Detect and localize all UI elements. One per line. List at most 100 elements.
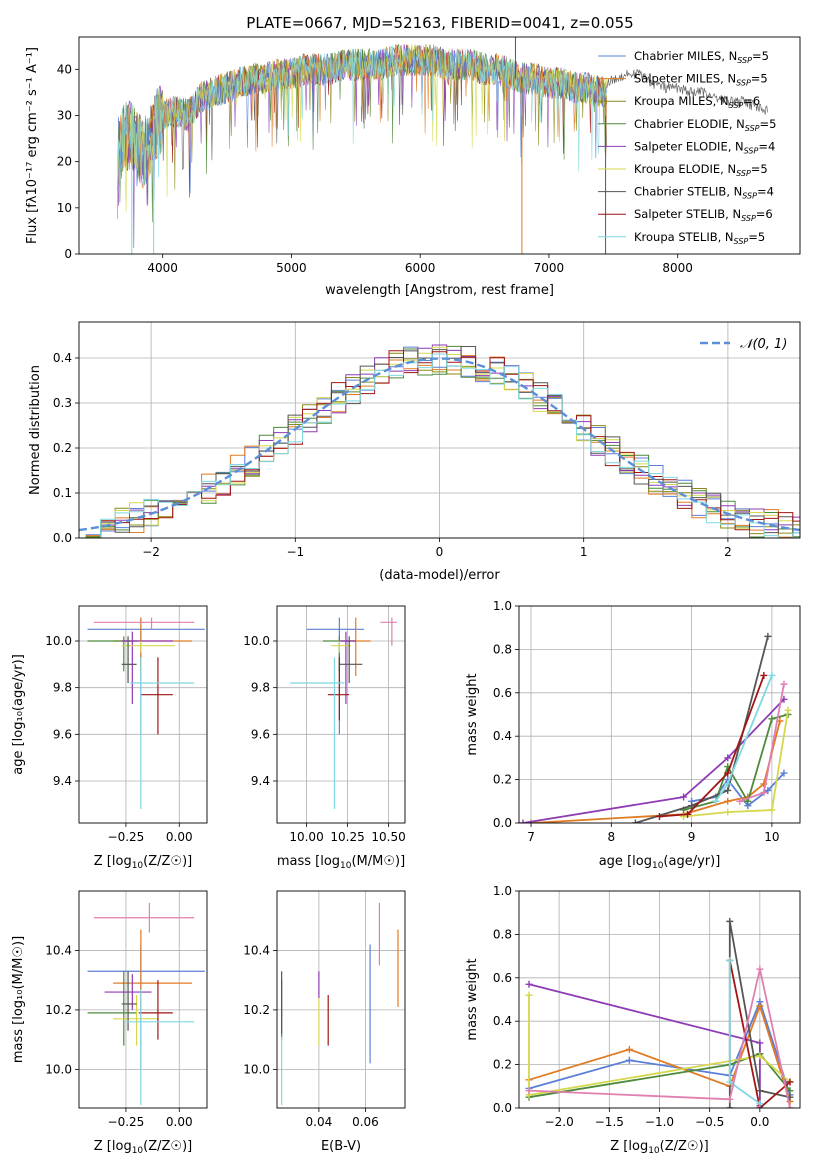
x-tick-label: 4000 [147, 261, 178, 275]
weight-marker [625, 1045, 633, 1053]
weight-marker [726, 1104, 734, 1108]
axes-frame [78, 36, 801, 255]
x-axis-label: mass [log10(M/M☉)] [277, 854, 405, 871]
weight-series-line [728, 960, 791, 1108]
y-tick-label: 1.0 [493, 884, 512, 898]
weight-marker [784, 706, 792, 714]
weight-marker [724, 797, 732, 805]
y-tick-label: 0.1 [53, 486, 72, 500]
y-tick-label: 0.4 [493, 729, 512, 743]
legend-label: Salpeter ELODIE, NSSP=4 [634, 139, 775, 155]
x-tick-label: 8000 [662, 261, 693, 275]
axes-frame [78, 605, 208, 824]
y-tick-label: 10.2 [243, 1003, 270, 1017]
mass-vs-metallicity-panel: −0.25 0.00 10.0 10.2 10.4 Z [log10(Z/Z☉)] mass… [11, 890, 208, 1156]
weight-marker [764, 632, 772, 640]
y-tick-label: 10.0 [45, 1062, 72, 1076]
x-tick-label: 2 [724, 545, 732, 559]
weight-marker [760, 671, 768, 679]
y-tick-label: 0.2 [493, 1058, 512, 1072]
x-tick-label: −1.0 [645, 1115, 674, 1129]
weight-marker [756, 1052, 764, 1060]
x-tick-label: 0.00 [166, 830, 193, 844]
y-tick-label: 0.6 [493, 686, 512, 700]
spectrum-panel: 4000 5000 6000 7000 8000 0 10 20 30 40 Flux [fλ10⁻… [25, 36, 801, 298]
weight-marker [712, 797, 720, 805]
y-tick-label: 30 [57, 108, 72, 122]
weight-marker [786, 1078, 794, 1086]
age-vs-mass-panel: 10.00 10.25 10.50 9.4 9.6 9.8 10.0 mass [log10(… [243, 605, 406, 871]
weight-marker [780, 680, 788, 688]
x-tick-label: −1 [286, 545, 304, 559]
legend-label: Kroupa STELIB, NSSP=5 [634, 230, 765, 246]
weight-marker [756, 1087, 764, 1095]
weight-marker [724, 769, 732, 777]
plot-area [519, 632, 792, 823]
weight-marker [656, 812, 663, 820]
y-tick-label: 10.0 [243, 1062, 270, 1076]
weight-vs-metallicity-panel: −2.0 −1.5 −1.0 −0.5 0.0 0.0 0.2 0.4 0.6 0.8 1.0 mas… [465, 884, 801, 1156]
weight-marker [736, 797, 744, 805]
x-tick-label: −0.5 [695, 1115, 724, 1129]
y-tick-label: 9.4 [251, 774, 270, 788]
x-tick-label: 0 [436, 545, 444, 559]
weight-marker [625, 1056, 633, 1064]
weight-marker [768, 806, 776, 814]
weight-marker [786, 1087, 794, 1095]
x-tick-label: 10.00 [289, 830, 323, 844]
weight-vs-age-panel: 7 8 9 10 0.0 0.2 0.4 0.6 0.8 1.0 mass weight age [l… [465, 599, 801, 871]
weight-marker [525, 980, 533, 988]
weight-series-line [683, 710, 789, 818]
normal-curve [79, 357, 800, 532]
y-tick-label: 0.2 [493, 773, 512, 787]
x-tick-label: 0.0 [750, 1115, 769, 1129]
weight-marker [724, 780, 732, 788]
weight-marker [726, 956, 734, 964]
y-tick-label: 0.8 [493, 927, 512, 941]
y-axis-label: age [log₁₀(age/yr)] [11, 654, 26, 775]
x-tick-label: −2.0 [545, 1115, 574, 1129]
weight-marker [756, 1039, 764, 1047]
y-tick-label: 0.0 [53, 531, 72, 545]
weight-marker [726, 1095, 734, 1103]
x-tick-label: 5000 [276, 261, 307, 275]
y-tick-label: 10.0 [243, 634, 270, 648]
x-axis-label: (data-model)/error [379, 568, 500, 583]
weight-marker [680, 793, 688, 801]
histogram-series [79, 350, 800, 538]
x-tick-label: −0.25 [108, 1115, 145, 1129]
x-tick-label: 7 [527, 830, 535, 844]
x-axis-label: Z [log10(Z/Z☉)] [94, 854, 192, 871]
weight-marker [631, 819, 639, 823]
x-tick-label: 0.06 [352, 1115, 379, 1129]
weight-marker [768, 715, 776, 723]
weight-series-line [659, 675, 765, 818]
weight-marker [764, 786, 772, 794]
y-tick-label: 0.0 [493, 1101, 512, 1115]
legend-label: Chabrier STELIB, NSSP=4 [634, 185, 774, 201]
x-axis-label: E(B-V) [321, 1139, 361, 1154]
weight-series-line [528, 995, 791, 1097]
x-tick-label: 8 [608, 830, 616, 844]
axes-frame [78, 321, 801, 539]
y-tick-label: 0.3 [53, 396, 72, 410]
axes-frame [518, 605, 801, 824]
legend-label: Kroupa ELODIE, NSSP=5 [634, 162, 768, 178]
axes-frame [276, 890, 406, 1109]
y-tick-label: 10 [57, 201, 72, 215]
weight-marker [768, 671, 776, 679]
y-axis-label: Flux [fλ10⁻¹⁷ erg cm⁻² s⁻¹ A⁻¹] [25, 47, 40, 244]
x-tick-label: −1.5 [595, 1115, 624, 1129]
y-tick-label: 9.4 [53, 774, 72, 788]
axes-frame [276, 605, 406, 824]
plot-area [79, 344, 800, 538]
residuals-panel: −2 −1 0 1 2 0.0 0.1 0.2 0.3 0.4 Normed distributio… [28, 321, 801, 583]
weight-marker [724, 754, 732, 762]
histogram-series [79, 353, 800, 538]
y-tick-label: 10.4 [243, 943, 270, 957]
legend-label: Chabrier ELODIE, NSSP=5 [634, 117, 776, 133]
axes-frame [78, 890, 208, 1109]
weight-marker [756, 965, 764, 973]
legend-label: Salpeter STELIB, NSSP=6 [634, 207, 773, 223]
